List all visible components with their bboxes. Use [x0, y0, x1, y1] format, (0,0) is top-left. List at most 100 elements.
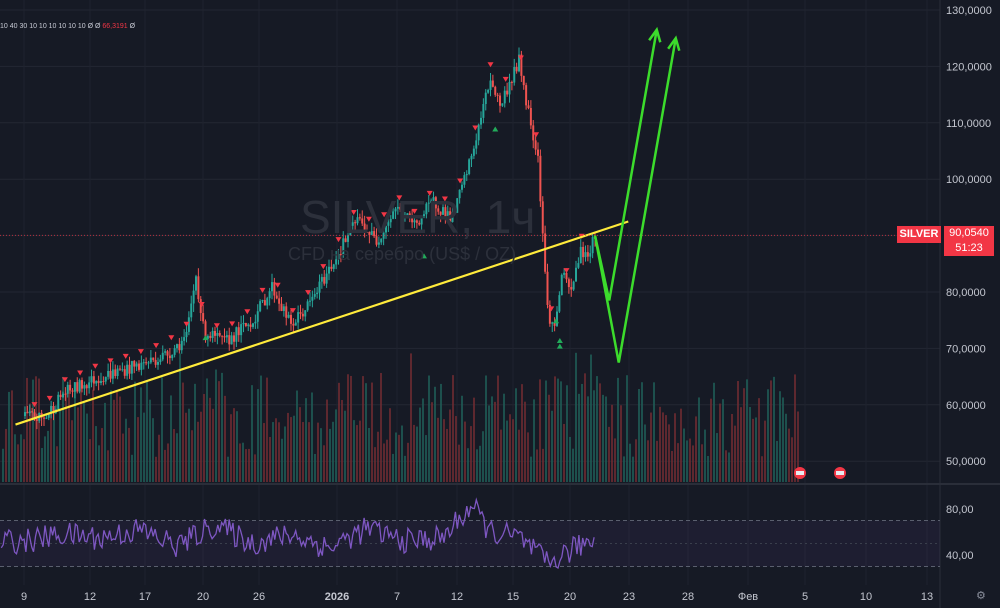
volume-bar: [455, 416, 457, 482]
candle-body: [76, 382, 79, 392]
x-tick-label: 7: [394, 591, 400, 603]
candle-body: [515, 66, 518, 72]
volume-bar: [269, 437, 271, 482]
candle-body: [69, 384, 72, 391]
candle-body: [209, 335, 212, 339]
volume-bar: [146, 380, 148, 482]
volume-bar: [551, 410, 553, 482]
volume-bar: [422, 398, 424, 482]
candle-body: [147, 362, 150, 364]
volume-bar: [293, 415, 295, 482]
sell-signal-marker: [381, 212, 388, 218]
candle-body: [128, 364, 131, 374]
x-tick-label: 26: [253, 591, 265, 603]
sell-signal-marker: [229, 321, 236, 327]
volume-bar: [206, 378, 208, 482]
volume-bar: [746, 379, 748, 482]
volume-bar: [377, 431, 379, 482]
volume-bar: [491, 396, 493, 482]
candle-body: [356, 217, 359, 224]
candle-body: [149, 357, 152, 363]
sell-signal-marker: [487, 62, 494, 68]
candle-body: [546, 271, 549, 305]
candle-body: [154, 359, 157, 365]
candle-body: [325, 273, 328, 284]
last-price: 90,0540: [949, 227, 989, 239]
volume-bar: [35, 376, 37, 482]
candle-body: [406, 213, 409, 217]
volume-bar: [770, 380, 772, 482]
candle-body: [558, 295, 561, 312]
volume-bar: [272, 422, 274, 482]
indicator-legend[interactable]: 10 40 30 10 10 10 10 10 10 Ø Ø 66,3191 Ø: [0, 23, 135, 30]
candle-body: [499, 95, 501, 106]
volume-bar: [728, 452, 730, 482]
candle-body: [563, 272, 566, 275]
candle-body: [475, 140, 478, 149]
sell-signal-marker: [213, 323, 220, 329]
candle-body: [551, 322, 554, 324]
candle-body: [349, 225, 352, 236]
candle-body: [463, 175, 466, 185]
candle-body: [83, 385, 86, 389]
volume-bar: [695, 416, 697, 482]
volume-bar: [458, 444, 460, 482]
candle-body: [553, 322, 556, 326]
x-tick-label: 17: [139, 591, 151, 603]
candle-body: [171, 354, 174, 359]
candle-body: [565, 272, 568, 280]
volume-bar: [620, 405, 622, 482]
sell-signal-marker: [563, 268, 570, 274]
volume-bar: [380, 372, 382, 482]
candle-body: [176, 344, 178, 349]
volume-bar: [557, 378, 559, 482]
projection-arrowhead-2: [667, 35, 681, 52]
candle-body: [252, 323, 254, 327]
candle-body: [411, 215, 414, 223]
gear-icon[interactable]: ⚙: [976, 590, 986, 602]
volume-bar: [383, 443, 385, 482]
volume-bar: [362, 376, 364, 482]
volume-bar: [221, 372, 223, 482]
sell-signal-marker: [335, 237, 342, 243]
volume-bar: [713, 382, 715, 482]
candle-body: [413, 220, 416, 223]
sell-signal-marker: [77, 370, 84, 376]
candle-body: [477, 124, 480, 141]
volume-bar: [482, 431, 484, 482]
candle-body: [539, 155, 542, 202]
candle-body: [178, 344, 181, 351]
candle-body: [304, 310, 307, 317]
x-tick-label: 9: [21, 591, 27, 603]
candle-body: [446, 211, 449, 218]
candle-body: [513, 66, 516, 83]
volume-bar: [296, 390, 298, 482]
volume-bar: [677, 443, 679, 482]
volume-bar: [284, 426, 286, 482]
volume-bar: [167, 443, 169, 482]
candle-body: [197, 276, 200, 300]
volume-bar: [236, 411, 238, 482]
rsi-y-tick-label: 40,00: [946, 550, 974, 562]
volume-bar: [497, 375, 499, 482]
volume-bar: [158, 434, 160, 482]
volume-bar: [5, 428, 7, 482]
volume-bar: [521, 384, 523, 482]
volume-bar: [212, 408, 214, 482]
volume-bar: [539, 379, 541, 482]
volume-bar: [473, 397, 475, 482]
projection-arrowhead-1: [648, 26, 662, 43]
candle-body: [306, 301, 309, 311]
volume-bar: [26, 377, 28, 482]
candle-body: [123, 369, 126, 376]
volume-bar: [260, 375, 262, 482]
volume-bar: [788, 428, 790, 482]
volume-bar: [767, 389, 769, 482]
volume-bar: [641, 382, 643, 482]
candle-body: [254, 321, 257, 324]
candle-body: [173, 348, 176, 355]
volume-bar: [263, 423, 265, 482]
candle-body: [57, 394, 60, 410]
volume-bar: [791, 437, 793, 482]
